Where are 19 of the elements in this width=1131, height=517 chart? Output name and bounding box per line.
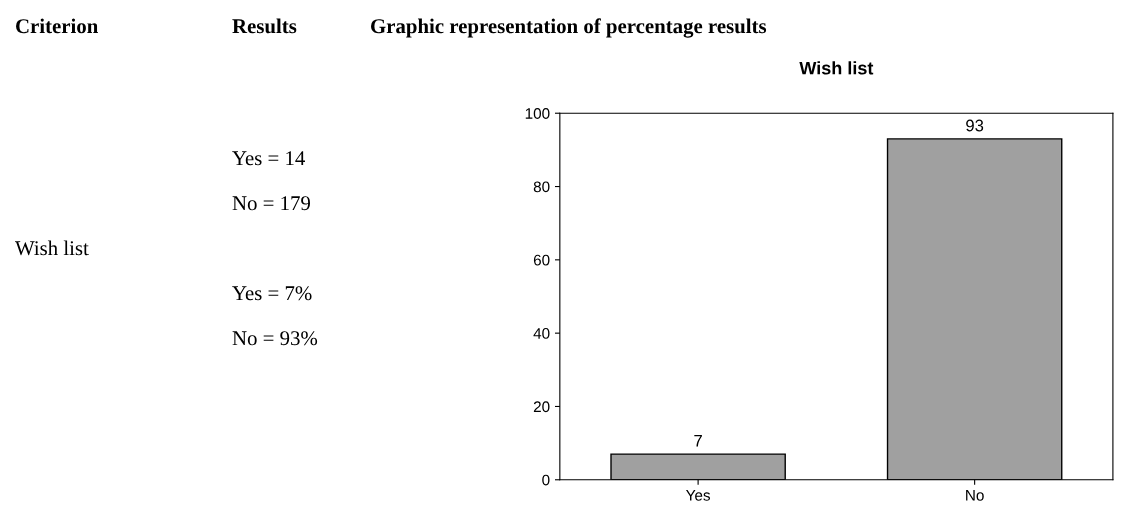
y-tick-label: 80 xyxy=(533,181,550,193)
y-tick-label: 20 xyxy=(533,401,550,413)
chart-title: Wish list xyxy=(799,61,874,75)
y-tick-label: 100 xyxy=(525,108,550,119)
text: Yes = 7% xyxy=(232,286,312,301)
x-tick-label: No xyxy=(966,490,984,501)
y-tick-label: 60 xyxy=(533,254,550,266)
data-label: 7 xyxy=(694,435,702,447)
text: Criterion xyxy=(16,18,98,34)
text: Yes = 14 xyxy=(232,151,305,166)
text: Results xyxy=(232,18,297,34)
text: Graphic representation of percentage results xyxy=(371,18,767,38)
text: No = 93% xyxy=(232,331,318,346)
data-label: 93 xyxy=(966,119,984,132)
y-tick-label: 0 xyxy=(542,474,550,486)
text: Wish list xyxy=(15,240,89,256)
text: No = 179 xyxy=(232,196,311,211)
x-tick-label: Yes xyxy=(685,490,711,501)
y-tick-label: 40 xyxy=(533,328,550,339)
